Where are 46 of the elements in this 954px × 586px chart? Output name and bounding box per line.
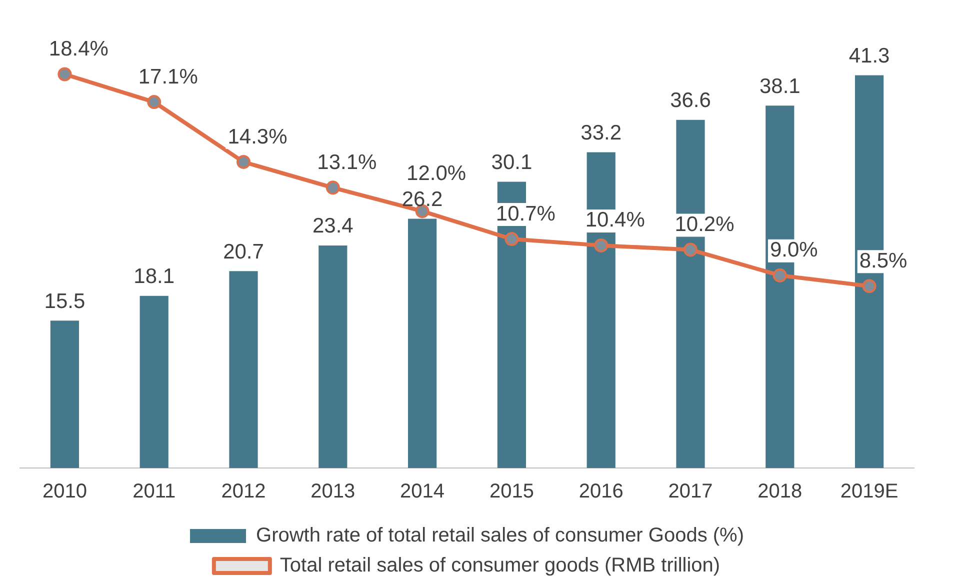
data-label: 36.6 xyxy=(670,89,711,112)
data-label: 12.0% xyxy=(406,162,466,186)
data-label: 33.2 xyxy=(580,122,622,145)
data-label: 38.1 xyxy=(759,74,800,98)
data-label: 8.5% xyxy=(859,249,908,272)
data-label: 18.4% xyxy=(48,38,108,61)
point xyxy=(684,242,698,257)
x-tick-label: 2010 xyxy=(42,480,87,503)
point xyxy=(236,154,250,169)
bar xyxy=(318,245,348,468)
data-label: 17.1% xyxy=(138,65,198,88)
x-tick-label: 2011 xyxy=(132,480,176,503)
data-label: 20.7 xyxy=(223,240,264,264)
x-tick-label: 2013 xyxy=(310,480,356,503)
x-tick-label: 2012 xyxy=(221,480,266,503)
data-label: 13.1% xyxy=(317,150,377,174)
data-label: 26.2 xyxy=(402,188,443,212)
point xyxy=(862,279,876,294)
bar xyxy=(229,271,258,468)
data-label: 41.3 xyxy=(848,44,890,68)
legend-label: Total retail sales of consumer goods (RMB trillion) xyxy=(280,554,720,577)
bar xyxy=(140,296,168,468)
data-label: 10.2% xyxy=(674,213,734,236)
x-tick-label: 2015 xyxy=(489,480,534,503)
data-label: 30.1 xyxy=(491,151,532,174)
x-tick-label: 2014 xyxy=(400,480,445,503)
bar xyxy=(50,320,80,468)
data-label: 15.5 xyxy=(44,290,86,313)
point xyxy=(772,268,787,282)
point xyxy=(58,67,72,82)
bar xyxy=(408,218,437,468)
x-tick-label: 2019E xyxy=(840,480,898,503)
x-tick-label: 2016 xyxy=(578,480,624,503)
data-label: 18.1 xyxy=(134,265,175,288)
data-label: 10.7% xyxy=(496,202,556,226)
point xyxy=(326,180,340,195)
data-label: 10.4% xyxy=(585,208,645,232)
data-label: 23.4 xyxy=(312,214,354,238)
point xyxy=(504,232,519,246)
x-tick-label: 2017 xyxy=(668,480,713,503)
data-label: 14.3% xyxy=(228,125,288,148)
legend-label: Growth rate of total retail sales of consumer Goods (%) xyxy=(256,524,744,547)
point xyxy=(147,95,162,110)
data-label: 9.0% xyxy=(770,238,818,262)
x-tick-label: 2018 xyxy=(758,480,802,503)
point xyxy=(594,238,608,252)
